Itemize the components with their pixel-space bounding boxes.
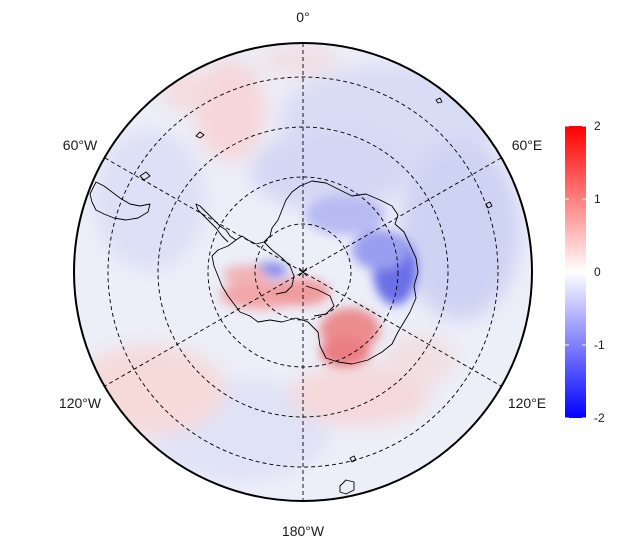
lon-label-lower-right: 120°E xyxy=(508,395,546,411)
graticule xyxy=(104,43,502,501)
south-america-coastline xyxy=(89,181,151,221)
colorbar-ticks: 2 1 0 -1 -2 xyxy=(565,119,605,425)
latitude-circle xyxy=(254,223,352,321)
meridian-60e-120w xyxy=(104,157,502,387)
colorbar-tick-label: 0 xyxy=(594,265,601,279)
colorbar-gradient xyxy=(565,126,586,418)
island xyxy=(349,455,357,463)
map-boundary xyxy=(73,42,533,502)
colorbar: 2 1 0 -1 -2 xyxy=(565,119,605,425)
island xyxy=(485,201,493,209)
island xyxy=(339,479,355,495)
colorbar-tick-label: -2 xyxy=(594,411,605,425)
colorbar-tick-label: 2 xyxy=(594,119,601,133)
island xyxy=(139,171,151,181)
island xyxy=(195,131,205,139)
colorbar-tick-label: 1 xyxy=(594,192,601,206)
island xyxy=(435,97,443,104)
ice-shelf-line xyxy=(263,241,295,295)
anomaly-field xyxy=(74,43,532,501)
antarctica-coastline xyxy=(211,180,419,365)
lon-label-bottom: 180°W xyxy=(282,523,325,539)
antarctic-peninsula xyxy=(195,203,237,243)
coastlines xyxy=(89,97,493,495)
lon-label-upper-right: 60°E xyxy=(512,137,543,153)
ice-shelf-line xyxy=(305,285,335,317)
lon-label-top: 0° xyxy=(296,9,309,25)
south-pole-marker xyxy=(298,267,308,277)
lon-label-lower-left: 120°W xyxy=(59,395,102,411)
colorbar-tick-label: -1 xyxy=(594,338,605,352)
lon-label-upper-left: 60°W xyxy=(63,137,98,153)
latitude-circle xyxy=(107,76,499,468)
meridian-60w-120e xyxy=(104,157,502,387)
